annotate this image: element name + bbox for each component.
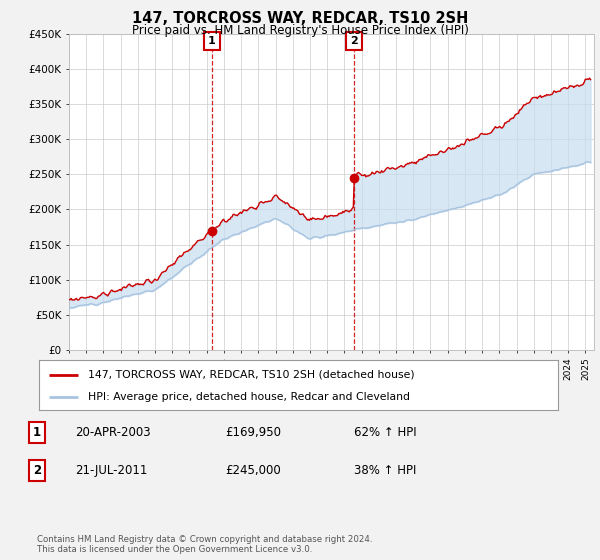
Text: £245,000: £245,000: [225, 464, 281, 477]
Text: HPI: Average price, detached house, Redcar and Cleveland: HPI: Average price, detached house, Redc…: [88, 393, 410, 402]
Text: 62% ↑ HPI: 62% ↑ HPI: [354, 426, 416, 439]
Text: Contains HM Land Registry data © Crown copyright and database right 2024.
This d: Contains HM Land Registry data © Crown c…: [37, 535, 373, 554]
Text: 2: 2: [350, 36, 358, 45]
Text: 38% ↑ HPI: 38% ↑ HPI: [354, 464, 416, 477]
Text: £169,950: £169,950: [225, 426, 281, 439]
Text: 1: 1: [33, 426, 41, 439]
Text: 20-APR-2003: 20-APR-2003: [75, 426, 151, 439]
Text: 1: 1: [208, 36, 216, 45]
Text: 147, TORCROSS WAY, REDCAR, TS10 2SH: 147, TORCROSS WAY, REDCAR, TS10 2SH: [132, 11, 468, 26]
Text: Price paid vs. HM Land Registry's House Price Index (HPI): Price paid vs. HM Land Registry's House …: [131, 24, 469, 36]
Text: 21-JUL-2011: 21-JUL-2011: [75, 464, 148, 477]
Text: 2: 2: [33, 464, 41, 477]
Text: 147, TORCROSS WAY, REDCAR, TS10 2SH (detached house): 147, TORCROSS WAY, REDCAR, TS10 2SH (det…: [88, 370, 415, 380]
